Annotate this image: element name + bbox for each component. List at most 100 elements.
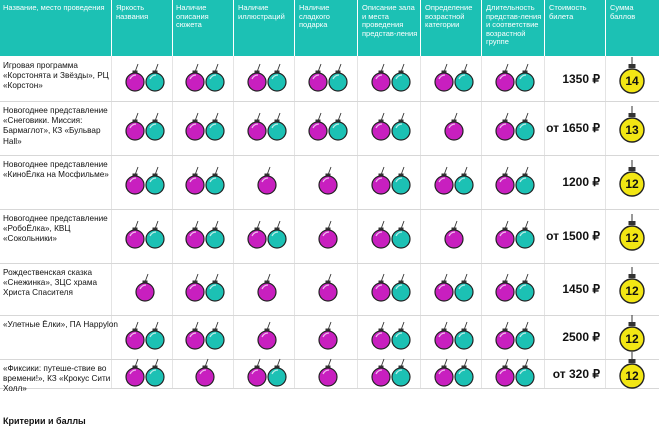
magenta-ornament-icon: [256, 273, 277, 302]
magenta-ornament-icon: [124, 321, 145, 350]
criteria-score-cell: [370, 358, 430, 387]
ticket-price: от 320 ₽: [552, 366, 600, 381]
score-ornament-icon: [619, 267, 645, 304]
magenta-ornament-icon: [256, 321, 277, 350]
teal-ornament-icon: [204, 166, 225, 195]
score-badge: 12: [617, 350, 657, 392]
teal-ornament-icon: [144, 358, 165, 387]
magenta-ornament-icon: [184, 273, 205, 302]
score-badge: 14: [617, 55, 657, 97]
teal-ornament-icon: [514, 166, 535, 195]
header-col-illustrations: Наличие иллюстраций: [238, 3, 285, 21]
teal-ornament-icon: [327, 63, 348, 92]
magenta-ornament-icon: [494, 112, 515, 141]
footer-title: Критерии и баллы: [3, 416, 86, 426]
magenta-ornament-icon: [134, 273, 155, 302]
magenta-ornament-icon: [256, 166, 277, 195]
teal-ornament-icon: [144, 220, 165, 249]
criteria-score-cell: [370, 166, 430, 195]
criteria-score-cell: [494, 112, 554, 141]
teal-ornament-icon: [390, 63, 411, 92]
score-badge: 12: [617, 313, 657, 355]
criteria-score-cell: [494, 220, 554, 249]
criteria-score-cell: [134, 273, 194, 302]
magenta-ornament-icon: [317, 273, 338, 302]
magenta-ornament-icon: [433, 166, 454, 195]
teal-ornament-icon: [514, 358, 535, 387]
score-badge: 12: [617, 158, 657, 200]
criteria-score-cell: [494, 358, 554, 387]
teal-ornament-icon: [144, 63, 165, 92]
teal-ornament-icon: [266, 358, 287, 387]
criteria-score-cell: [184, 112, 244, 141]
teal-ornament-icon: [514, 321, 535, 350]
criteria-score-cell: [256, 321, 316, 350]
event-name: Рождественская сказка «Снежинка», ЗЦС хр…: [3, 268, 98, 298]
teal-ornament-icon: [514, 220, 535, 249]
teal-ornament-icon: [514, 63, 535, 92]
magenta-ornament-icon: [184, 166, 205, 195]
criteria-score-cell: [317, 321, 377, 350]
criteria-score-cell: [184, 63, 244, 92]
criteria-score-cell: [307, 112, 367, 141]
teal-ornament-icon: [390, 220, 411, 249]
criteria-score-cell: [246, 358, 306, 387]
magenta-ornament-icon: [370, 166, 391, 195]
ticket-price: от 1650 ₽: [546, 121, 600, 135]
header-col-age: Определение возрастной категории: [425, 3, 473, 30]
criteria-score-cell: [124, 220, 184, 249]
magenta-ornament-icon: [433, 63, 454, 92]
header-col-venue: Описание зала и места проведения предста…: [362, 3, 418, 38]
teal-ornament-icon: [514, 273, 535, 302]
event-name: Новогоднее представление «КиноЁлка на Мо…: [3, 160, 109, 180]
magenta-ornament-icon: [370, 112, 391, 141]
score-value: 12: [625, 368, 639, 383]
score-ornament-icon: [619, 160, 645, 197]
header-col-duration: Длительность представ-ления и соответств…: [486, 3, 542, 47]
magenta-ornament-icon: [317, 220, 338, 249]
magenta-ornament-icon: [124, 358, 145, 387]
magenta-ornament-icon: [370, 220, 391, 249]
criteria-score-cell: [317, 220, 377, 249]
magenta-ornament-icon: [494, 273, 515, 302]
header-col-brightness: Яркость названия: [116, 3, 149, 21]
teal-ornament-icon: [390, 358, 411, 387]
magenta-ornament-icon: [124, 112, 145, 141]
criteria-score-cell: [194, 358, 254, 387]
criteria-score-cell: [184, 166, 244, 195]
magenta-ornament-icon: [317, 358, 338, 387]
teal-ornament-icon: [390, 112, 411, 141]
score-value: 14: [625, 73, 639, 88]
criteria-score-cell: [317, 166, 377, 195]
score-value: 12: [625, 284, 639, 298]
criteria-score-cell: [433, 273, 493, 302]
table-header: Название, место проведения Яркость назва…: [0, 0, 659, 56]
ticket-price: 1350 ₽: [562, 71, 600, 86]
teal-ornament-icon: [453, 63, 474, 92]
teal-ornament-icon: [144, 166, 165, 195]
header-col-plot: Наличие описания сюжета: [176, 3, 209, 30]
magenta-ornament-icon: [246, 112, 267, 141]
criteria-score-cell: [256, 273, 316, 302]
header-score: Сумма баллов: [610, 3, 636, 21]
teal-ornament-icon: [390, 166, 411, 195]
score-ornament-icon: [619, 315, 645, 352]
magenta-ornament-icon: [433, 273, 454, 302]
ticket-price: 2500 ₽: [562, 330, 600, 344]
criteria-score-cell: [124, 358, 184, 387]
criteria-score-cell: [433, 63, 493, 92]
header-col-gift: Наличие сладкого подарка: [299, 3, 330, 30]
criteria-score-cell: [370, 112, 430, 141]
criteria-score-cell: [370, 273, 430, 302]
header-price: Стоимость билета: [549, 3, 587, 21]
score-ornament-icon: [619, 214, 645, 251]
teal-ornament-icon: [144, 112, 165, 141]
criteria-score-cell: [124, 321, 184, 350]
teal-ornament-icon: [453, 166, 474, 195]
criteria-score-cell: [124, 112, 184, 141]
criteria-score-cell: [246, 112, 306, 141]
teal-ornament-icon: [327, 112, 348, 141]
criteria-score-cell: [370, 63, 430, 92]
magenta-ornament-icon: [443, 112, 464, 141]
magenta-ornament-icon: [184, 321, 205, 350]
